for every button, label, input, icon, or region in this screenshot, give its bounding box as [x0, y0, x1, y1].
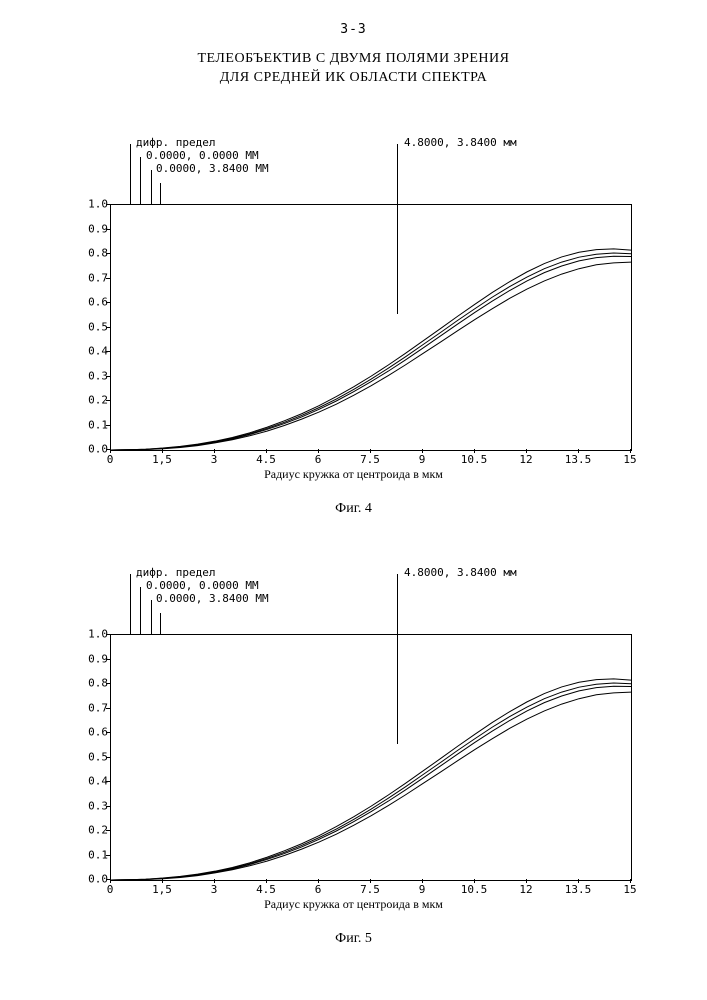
legend-label-2: 0.0000, 0.0000 MM: [146, 149, 259, 162]
xtick-label: 7.5: [360, 453, 380, 466]
legend-leader-line: [151, 170, 152, 204]
ytick-label: 0.3: [74, 799, 108, 812]
figure-4-svg: [111, 205, 631, 450]
ytick-label: 0.9: [74, 222, 108, 235]
ytick-label: 0.2: [74, 394, 108, 407]
ytick-label: 0.4: [74, 775, 108, 788]
legend-label-1: дифр. предел: [136, 136, 215, 149]
ytick-label: 0.1: [74, 848, 108, 861]
title-line-2: ДЛЯ СРЕДНЕЙ ИК ОБЛАСТИ СПЕКТРА: [220, 70, 488, 85]
legend-leader-line: [397, 144, 398, 314]
xtick-label: 1,5: [152, 883, 172, 896]
legend-leader-line: [397, 574, 398, 744]
legend-leader-line: [140, 157, 141, 204]
ytick-label: 0.5: [74, 750, 108, 763]
legend-leader-line: [140, 587, 141, 634]
document-title: ТЕЛЕОБЪЕКТИВ С ДВУМЯ ПОЛЯМИ ЗРЕНИЯ ДЛЯ С…: [0, 50, 707, 88]
figure-4-plot-area: [110, 204, 632, 451]
legend-label-4: 4.8000, 3.8400 мм: [404, 136, 517, 149]
ytick-label: 0.7: [74, 271, 108, 284]
ytick-label: 1.0: [74, 628, 108, 641]
ytick-label: 0.8: [74, 677, 108, 690]
xtick-label: 10.5: [461, 883, 488, 896]
ytick-label: 0.5: [74, 320, 108, 333]
series-0.0000-3.8400: [111, 256, 631, 450]
ytick-label: 1.0: [74, 198, 108, 211]
xtick-label: 0: [107, 453, 114, 466]
legend-leader-line: [130, 574, 131, 634]
figure-4-xaxis-label: Радиус кружка от центроида в мкм: [60, 467, 647, 482]
figure-5-plot-area: [110, 634, 632, 881]
figure-5-svg: [111, 635, 631, 880]
page-number: 3-3: [0, 22, 707, 37]
figure-5-xaxis-label: Радиус кружка от центроида в мкм: [60, 897, 647, 912]
xtick-label: 9: [419, 453, 426, 466]
xtick-label: 1,5: [152, 453, 172, 466]
xtick-label: 7.5: [360, 883, 380, 896]
ytick-label: 0.0: [74, 873, 108, 886]
xtick-label: 3: [211, 883, 218, 896]
ytick-label: 0.3: [74, 369, 108, 382]
figure-5-caption: Фиг. 5: [60, 931, 647, 947]
xtick-label: 3: [211, 453, 218, 466]
legend-leader-line: [151, 600, 152, 634]
xtick-label: 0: [107, 883, 114, 896]
series-0.0000-0.0000: [111, 683, 631, 880]
legend-label-3: 0.0000, 3.8400 MM: [156, 592, 269, 605]
page: 3-3 ТЕЛЕОБЪЕКТИВ С ДВУМЯ ПОЛЯМИ ЗРЕНИЯ Д…: [0, 0, 707, 1000]
xtick-label: 15: [623, 883, 636, 896]
xtick-label: 6: [315, 453, 322, 466]
xtick-label: 12: [519, 883, 532, 896]
xtick-label: 10.5: [461, 453, 488, 466]
figure-4-caption: Фиг. 4: [60, 501, 647, 517]
xtick-label: 4.5: [256, 883, 276, 896]
xtick-label: 12: [519, 453, 532, 466]
ytick-label: 0.1: [74, 418, 108, 431]
xtick-label: 13.5: [565, 453, 592, 466]
xtick-label: 6: [315, 883, 322, 896]
xtick-label: 13.5: [565, 883, 592, 896]
ytick-label: 0.2: [74, 824, 108, 837]
legend-label-3: 0.0000, 3.8400 MM: [156, 162, 269, 175]
legend-leader-line: [130, 144, 131, 204]
ytick-label: 0.8: [74, 247, 108, 260]
series-diffraction-limit: [111, 679, 631, 880]
title-line-1: ТЕЛЕОБЪЕКТИВ С ДВУМЯ ПОЛЯМИ ЗРЕНИЯ: [198, 51, 510, 66]
ytick-label: 0.6: [74, 296, 108, 309]
xtick-label: 4.5: [256, 453, 276, 466]
legend-label-1: дифр. предел: [136, 566, 215, 579]
series-4.8000-3.8400: [111, 692, 631, 880]
legend-label-2: 0.0000, 0.0000 MM: [146, 579, 259, 592]
series-diffraction-limit: [111, 249, 631, 450]
legend-leader-line: [160, 613, 161, 634]
ytick-label: 0.4: [74, 345, 108, 358]
legend-label-4: 4.8000, 3.8400 мм: [404, 566, 517, 579]
series-0.0000-0.0000: [111, 253, 631, 450]
xtick-label: 15: [623, 453, 636, 466]
series-4.8000-3.8400: [111, 262, 631, 450]
series-0.0000-3.8400: [111, 686, 631, 880]
ytick-label: 0.6: [74, 726, 108, 739]
ytick-label: 0.7: [74, 701, 108, 714]
xtick-label: 9: [419, 883, 426, 896]
ytick-label: 0.0: [74, 443, 108, 456]
ytick-label: 0.9: [74, 652, 108, 665]
legend-leader-line: [160, 183, 161, 204]
